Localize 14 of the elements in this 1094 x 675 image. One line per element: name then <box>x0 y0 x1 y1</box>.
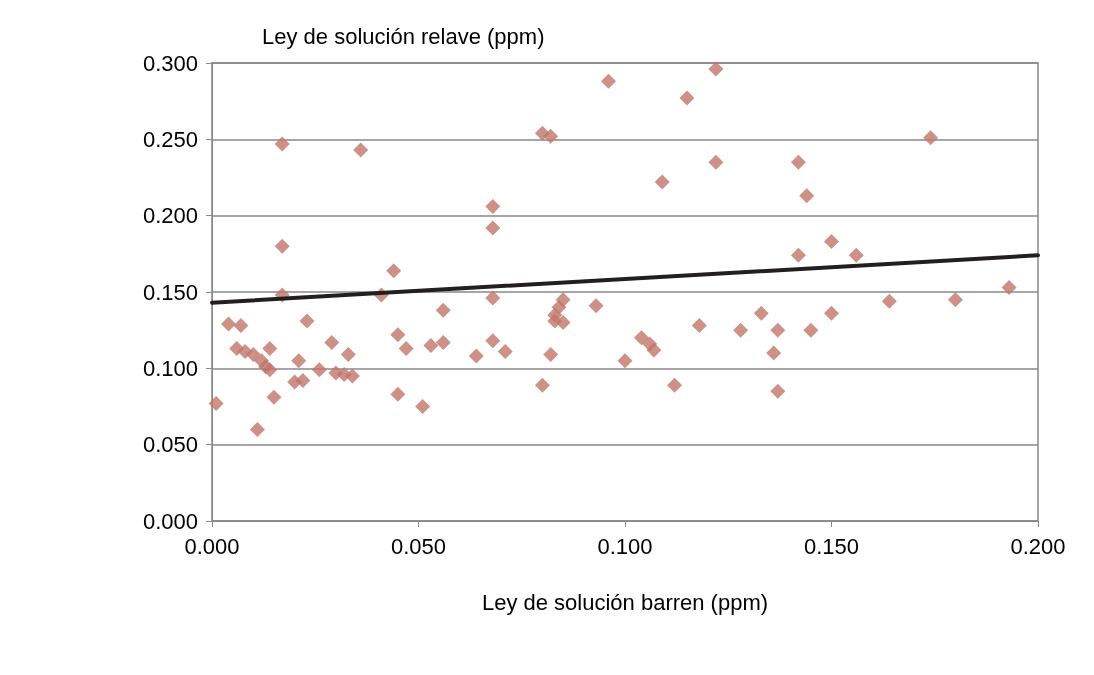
x-axis-title: Ley de solución barren (ppm) <box>481 589 769 615</box>
y-tick-label: 0.150 <box>142 279 198 305</box>
y-tick-label: 0.250 <box>142 126 198 152</box>
x-tick-label: 0.200 <box>1010 533 1066 559</box>
x-tick-label: 0.150 <box>803 533 860 559</box>
x-tick-label: 0.050 <box>390 533 447 559</box>
y-tick-label: 0.050 <box>142 432 198 458</box>
y-axis-title: Ley de solución relave (ppm) <box>262 23 545 49</box>
x-tick-label: 0.000 <box>184 533 240 559</box>
y-tick-label: 0.100 <box>142 355 198 381</box>
y-tick-label: 0.000 <box>142 508 198 534</box>
y-tick-label: 0.200 <box>142 203 198 229</box>
x-tick-label: 0.100 <box>597 533 653 559</box>
y-tick-label: 0.300 <box>142 50 198 76</box>
